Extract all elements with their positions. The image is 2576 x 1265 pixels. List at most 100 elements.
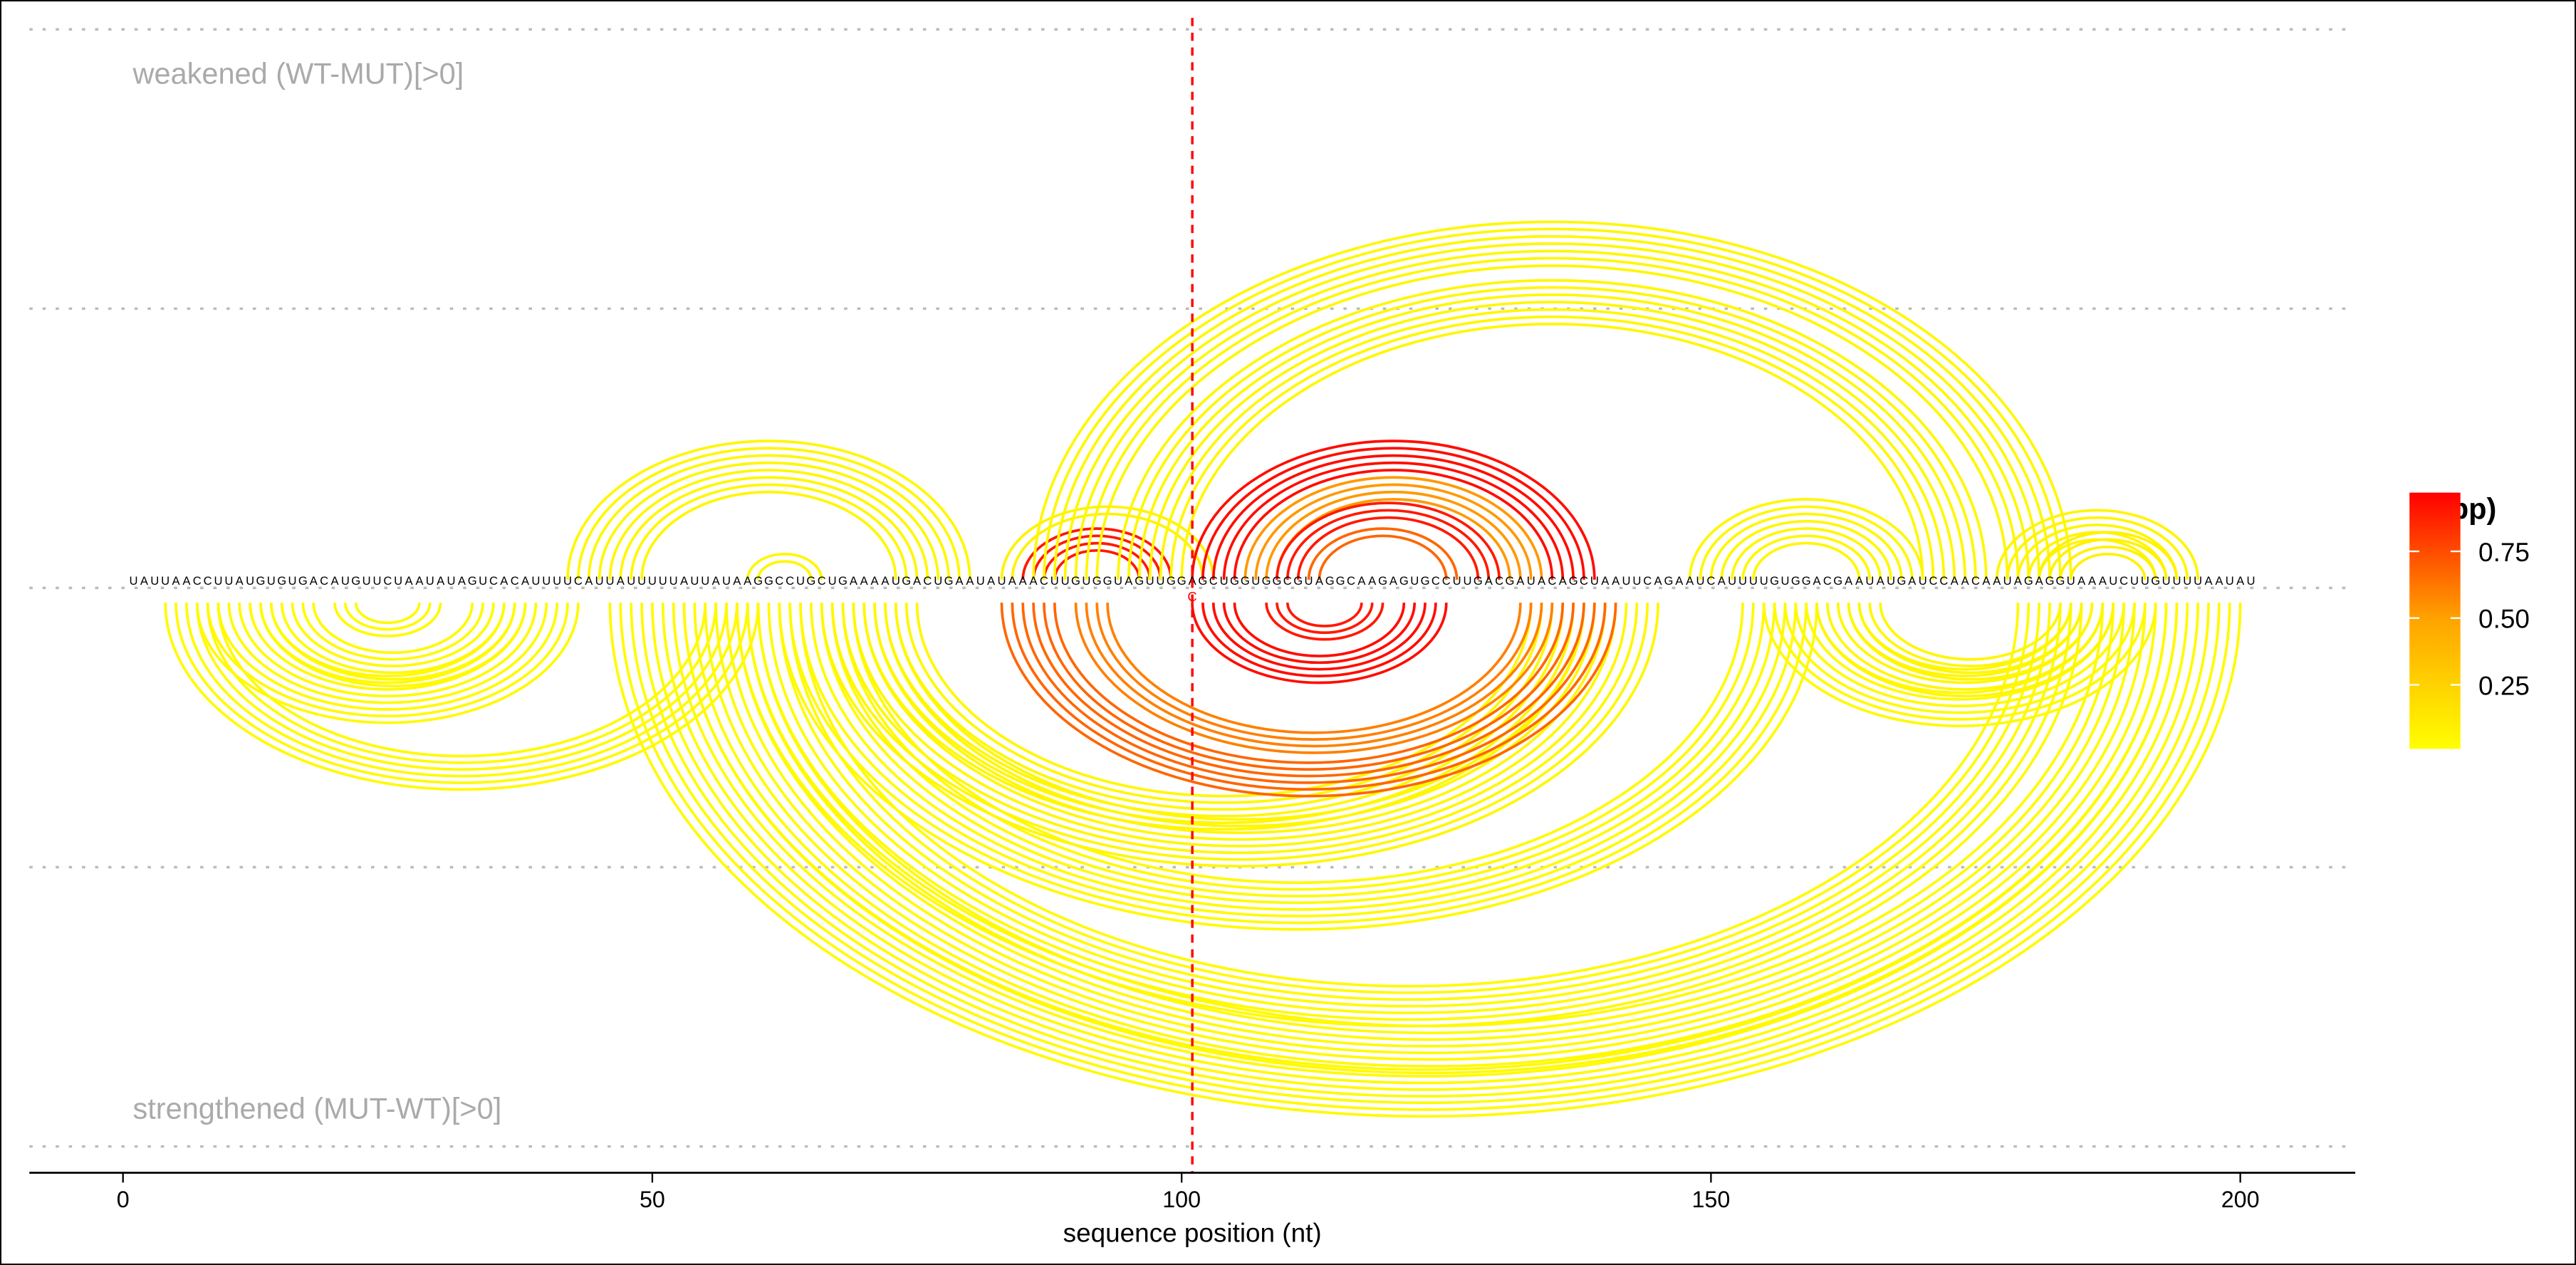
nucleotide: A <box>140 574 149 588</box>
nucleotide: C <box>1432 574 1440 588</box>
nucleotide: A <box>955 574 964 588</box>
arc <box>344 603 432 631</box>
arc <box>1201 447 1585 580</box>
nucleotide: C <box>1580 574 1588 588</box>
nucleotide: A <box>1877 574 1885 588</box>
nucleotide: U <box>1749 574 1758 588</box>
nucleotide: U <box>542 574 551 588</box>
nucleotide: U <box>1114 574 1122 588</box>
arc <box>1857 603 2083 674</box>
arc <box>746 603 2115 1034</box>
nucleotide: U <box>426 574 434 588</box>
arc <box>1868 603 2072 667</box>
arc <box>1211 454 1575 580</box>
nucleotide: G <box>1421 574 1430 588</box>
nucleotide: G <box>2024 574 2033 588</box>
nucleotide: U <box>394 574 402 588</box>
legend-ticks: 0.25 0.50 0.75 <box>2409 538 2530 700</box>
nucleotide: G <box>1336 574 1345 588</box>
nucleotide: G <box>1293 574 1303 588</box>
nucleotide: C <box>1209 574 1218 588</box>
nucleotide: G <box>1167 574 1176 588</box>
arc <box>174 603 749 784</box>
arc <box>1032 534 1162 580</box>
nucleotide: C <box>1706 574 1715 588</box>
arc <box>746 553 823 580</box>
nucleotide: A <box>2099 574 2107 588</box>
nucleotide: G <box>1474 574 1483 588</box>
nucleotide: U <box>1464 574 1472 588</box>
nucleotide: U <box>372 574 381 588</box>
arc <box>704 603 2157 1061</box>
nucleotide: A <box>1855 574 1864 588</box>
nucleotide: A <box>680 574 689 588</box>
nucleotide: G <box>764 574 773 588</box>
arc <box>619 603 2231 1111</box>
nucleotide: G <box>1241 574 1250 588</box>
nucleotide: U <box>1453 574 1461 588</box>
arc <box>1741 534 1872 580</box>
mutation-label: C <box>1187 589 1196 604</box>
arc <box>577 447 961 580</box>
nucleotide: A <box>1485 574 1493 588</box>
arc <box>1709 512 1903 580</box>
nucleotide: A <box>458 574 466 588</box>
arc <box>788 603 2030 994</box>
nucleotide: A <box>437 574 445 588</box>
nucleotide: U <box>1760 574 1768 588</box>
arc <box>756 603 2062 1014</box>
nucleotide: U <box>288 574 297 588</box>
nucleotide: C <box>204 574 212 588</box>
nucleotide: U <box>1632 574 1641 588</box>
nucleotide: A <box>1601 574 1610 588</box>
nucleotide: U <box>1220 574 1229 588</box>
nucleotide: C <box>574 574 583 588</box>
nucleotide: A <box>2077 574 2086 588</box>
nucleotide: C <box>1929 574 1938 588</box>
arc <box>1783 603 2136 714</box>
arc <box>799 603 2020 988</box>
nucleotide: U <box>1305 574 1313 588</box>
nucleotide: A <box>1908 574 1917 588</box>
arc <box>269 603 516 681</box>
arc <box>1995 509 2200 580</box>
top-label: weakened (WT-MUT)[>0] <box>132 56 464 90</box>
x-tick-label: 50 <box>640 1187 665 1212</box>
nucleotide: G <box>1399 574 1409 588</box>
nucleotide: A <box>1389 574 1398 588</box>
nucleotide: U <box>1146 574 1154 588</box>
arc <box>608 469 929 580</box>
arc <box>788 603 1808 925</box>
nucleotide: C <box>193 574 202 588</box>
arc <box>227 603 548 704</box>
arc <box>608 603 2242 1118</box>
arc <box>1233 603 1406 657</box>
arc <box>2059 546 2157 580</box>
arc <box>206 603 569 718</box>
nucleotide: U <box>1251 574 1260 588</box>
nucleotide: U <box>2194 574 2202 588</box>
x-axis-label: sequence position (nt) <box>1063 1218 1322 1247</box>
nucleotide: C <box>1283 574 1292 588</box>
nucleotide: U <box>224 574 233 588</box>
nucleotide: U <box>627 574 635 588</box>
nucleotide: A <box>744 574 752 588</box>
arc <box>301 603 484 661</box>
nucleotide: G <box>944 574 954 588</box>
nucleotide: U <box>1780 574 1789 588</box>
nucleotide: G <box>256 574 265 588</box>
arc <box>799 603 1798 918</box>
arc <box>725 603 2136 1048</box>
arc <box>1095 264 2009 580</box>
arc <box>1254 483 1533 580</box>
nucleotide: G <box>1071 574 1080 588</box>
nucleotide: A <box>1125 574 1133 588</box>
nucleotide: G <box>2055 574 2065 588</box>
arc <box>1233 469 1554 580</box>
arc <box>1794 603 2125 707</box>
nucleotide: G <box>298 574 308 588</box>
arc <box>238 603 538 698</box>
